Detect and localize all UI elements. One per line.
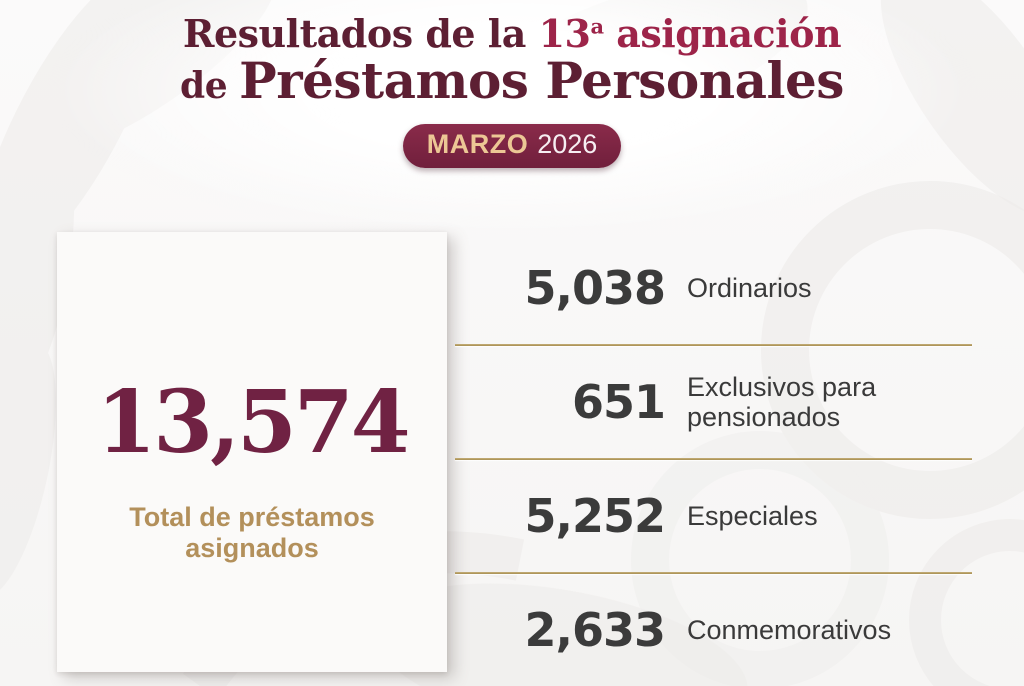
loan-row-ordinarios: 5,038 Ordinarios <box>455 232 972 344</box>
title-line2-main: Préstamos Personales <box>239 50 844 110</box>
page-title-line2: de Préstamos Personales <box>0 54 1024 108</box>
title-ordinal-number: 13 <box>538 11 591 56</box>
gold-divider <box>455 572 972 574</box>
gold-divider <box>455 458 972 460</box>
page-title-line1: Resultados de la 13a asignación <box>0 13 1024 55</box>
loan-row-conmemorativos: 2,633 Conmemorativos <box>455 574 972 686</box>
title-rest: asignación <box>603 11 842 56</box>
total-loans-caption: Total de préstamos asignados <box>129 502 375 564</box>
loan-value: 651 <box>571 375 666 429</box>
total-loans-value: 13,574 <box>96 372 410 473</box>
loan-type-list: 5,038 Ordinarios 651 Exclusivos para pen… <box>455 232 972 686</box>
total-summary-card: 13,574 Total de préstamos asignados <box>57 232 447 672</box>
loan-label: Especiales <box>687 500 818 531</box>
loan-row-especiales: 5,252 Especiales <box>455 460 972 572</box>
title-prefix: Resultados de la <box>182 11 539 56</box>
badge-year: 2026 <box>537 129 598 160</box>
title-ordinal-suffix: a <box>590 13 604 39</box>
month-badge: MARZO 2026 <box>402 124 622 168</box>
header: Resultados de la 13a asignación de Prést… <box>0 0 1024 168</box>
gold-divider <box>455 344 972 346</box>
title-line2-prefix: de <box>180 64 240 107</box>
loan-value: 2,633 <box>524 603 666 657</box>
loan-row-exclusivos-pensionados: 651 Exclusivos para pensionados <box>455 346 972 458</box>
loan-value: 5,038 <box>524 261 666 315</box>
loan-label: Conmemorativos <box>687 614 892 645</box>
loan-label: Exclusivos para pensionados <box>687 371 877 432</box>
loan-value: 5,252 <box>524 489 666 543</box>
badge-month: MARZO <box>426 129 529 160</box>
loan-label: Ordinarios <box>687 272 812 303</box>
